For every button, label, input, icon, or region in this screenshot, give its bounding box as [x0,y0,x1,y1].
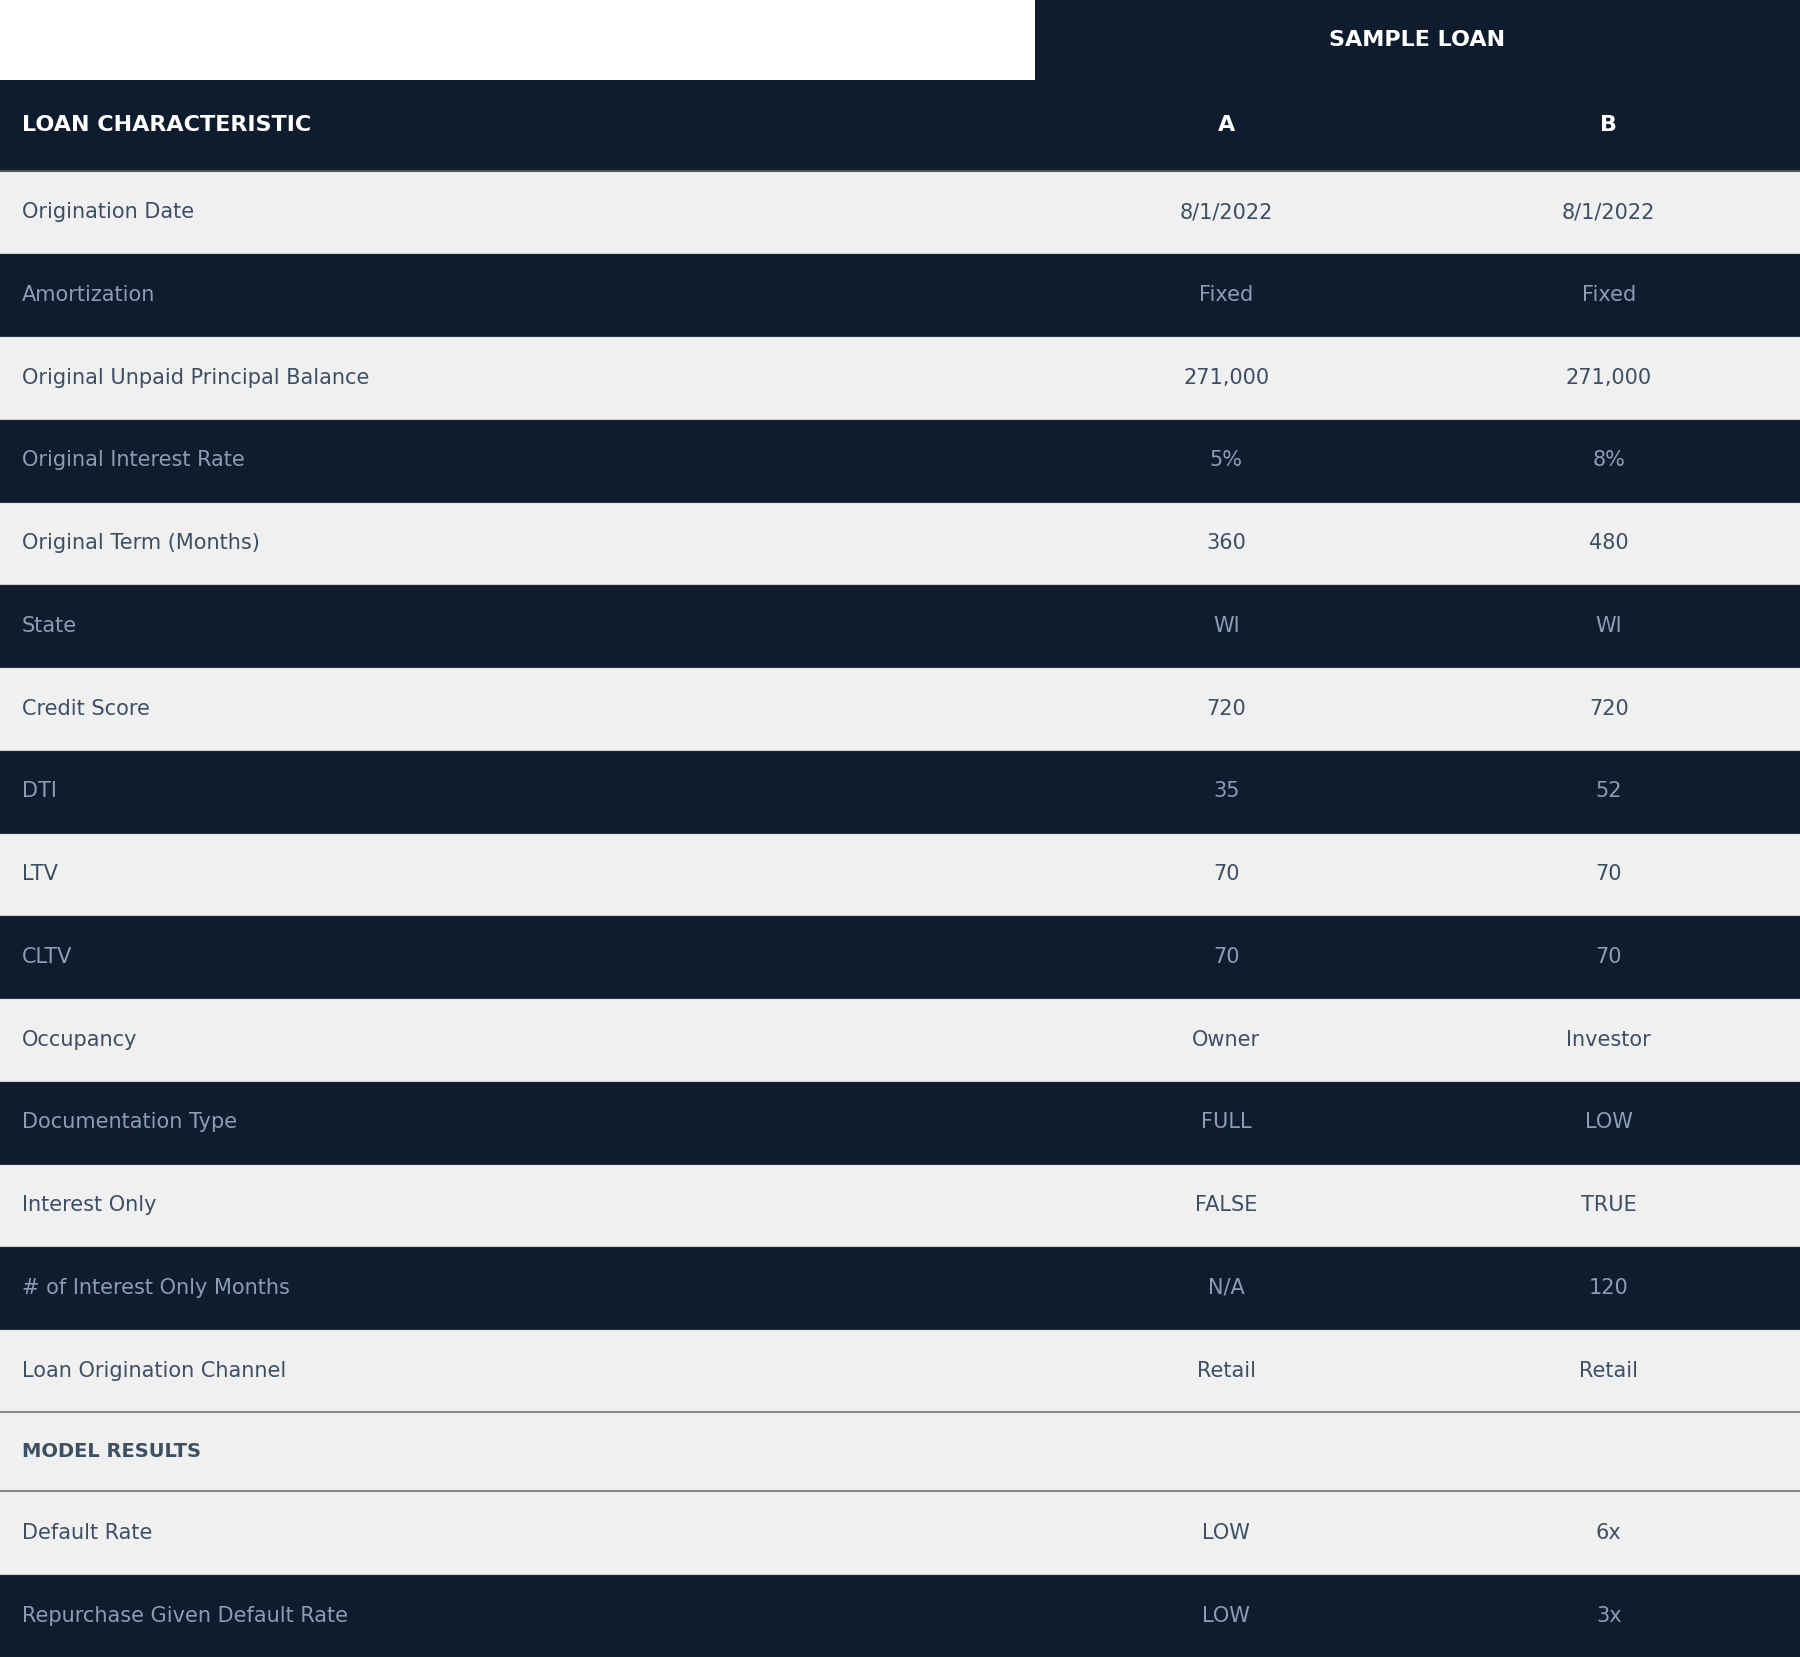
Text: SAMPLE LOAN: SAMPLE LOAN [1330,30,1505,50]
Bar [0,1163,1800,1246]
Text: Original Interest Rate: Original Interest Rate [22,451,245,471]
Bar [1035,0,1800,80]
Text: 5%: 5% [1210,451,1242,471]
Text: DTI: DTI [22,782,56,802]
Text: 70: 70 [1595,946,1622,966]
Bar [0,751,1800,833]
Text: TRUE: TRUE [1580,1195,1636,1215]
Text: 720: 720 [1589,699,1629,719]
Bar [0,998,1800,1080]
Text: Credit Score: Credit Score [22,699,149,719]
Bar [0,1574,1800,1657]
Text: FALSE: FALSE [1195,1195,1258,1215]
Text: Amortization: Amortization [22,285,155,305]
Text: 35: 35 [1213,782,1240,802]
Bar [0,833,1800,915]
Text: 8/1/2022: 8/1/2022 [1562,202,1656,222]
Bar [0,419,1800,502]
Text: 52: 52 [1595,782,1622,802]
Text: 6x: 6x [1597,1523,1622,1543]
Text: LTV: LTV [22,863,58,885]
Text: 720: 720 [1206,699,1246,719]
Text: 8/1/2022: 8/1/2022 [1179,202,1273,222]
Text: # of Interest Only Months: # of Interest Only Months [22,1278,290,1297]
Text: B: B [1600,114,1616,136]
Text: Origination Date: Origination Date [22,202,194,222]
Text: A: A [1217,114,1235,136]
Text: LOAN CHARACTERISTIC: LOAN CHARACTERISTIC [22,114,311,136]
Text: 480: 480 [1589,534,1629,553]
Text: Default Rate: Default Rate [22,1523,151,1543]
Text: Loan Origination Channel: Loan Origination Channel [22,1360,286,1380]
Text: Repurchase Given Default Rate: Repurchase Given Default Rate [22,1606,347,1626]
Bar [0,668,1800,751]
Text: 70: 70 [1595,863,1622,885]
Bar [0,1329,1800,1412]
Text: CLTV: CLTV [22,946,72,966]
Text: Retail: Retail [1197,1360,1256,1380]
Text: WI: WI [1595,616,1622,636]
Text: LOW: LOW [1584,1112,1633,1132]
Text: Owner: Owner [1192,1029,1260,1049]
Bar [0,171,1800,254]
Text: 8%: 8% [1593,451,1625,471]
Text: LOW: LOW [1202,1523,1251,1543]
Text: Original Unpaid Principal Balance: Original Unpaid Principal Balance [22,368,369,388]
Bar [0,1246,1800,1329]
Text: Fixed: Fixed [1582,285,1636,305]
Text: LOW: LOW [1202,1606,1251,1626]
Text: Interest Only: Interest Only [22,1195,157,1215]
Bar [0,336,1800,419]
Bar [0,915,1800,998]
Bar [0,1491,1800,1574]
Bar [0,1412,1800,1491]
Text: 70: 70 [1213,863,1240,885]
Bar [0,0,1035,80]
Bar [0,585,1800,668]
Text: MODEL RESULTS: MODEL RESULTS [22,1442,200,1461]
Text: Investor: Investor [1566,1029,1651,1049]
Text: WI: WI [1213,616,1240,636]
Text: 70: 70 [1213,946,1240,966]
Text: Original Term (Months): Original Term (Months) [22,534,259,553]
Text: 120: 120 [1589,1278,1629,1297]
Bar [0,254,1800,336]
Text: FULL: FULL [1201,1112,1251,1132]
Text: 360: 360 [1206,534,1246,553]
Text: State: State [22,616,77,636]
Text: Occupancy: Occupancy [22,1029,137,1049]
Bar [0,80,1800,171]
Text: 3x: 3x [1597,1606,1622,1626]
Text: 271,000: 271,000 [1566,368,1652,388]
Text: Documentation Type: Documentation Type [22,1112,238,1132]
Text: N/A: N/A [1208,1278,1244,1297]
Text: 271,000: 271,000 [1183,368,1269,388]
Bar [0,1080,1800,1163]
Text: Retail: Retail [1579,1360,1638,1380]
Text: Fixed: Fixed [1199,285,1253,305]
Bar [0,502,1800,585]
